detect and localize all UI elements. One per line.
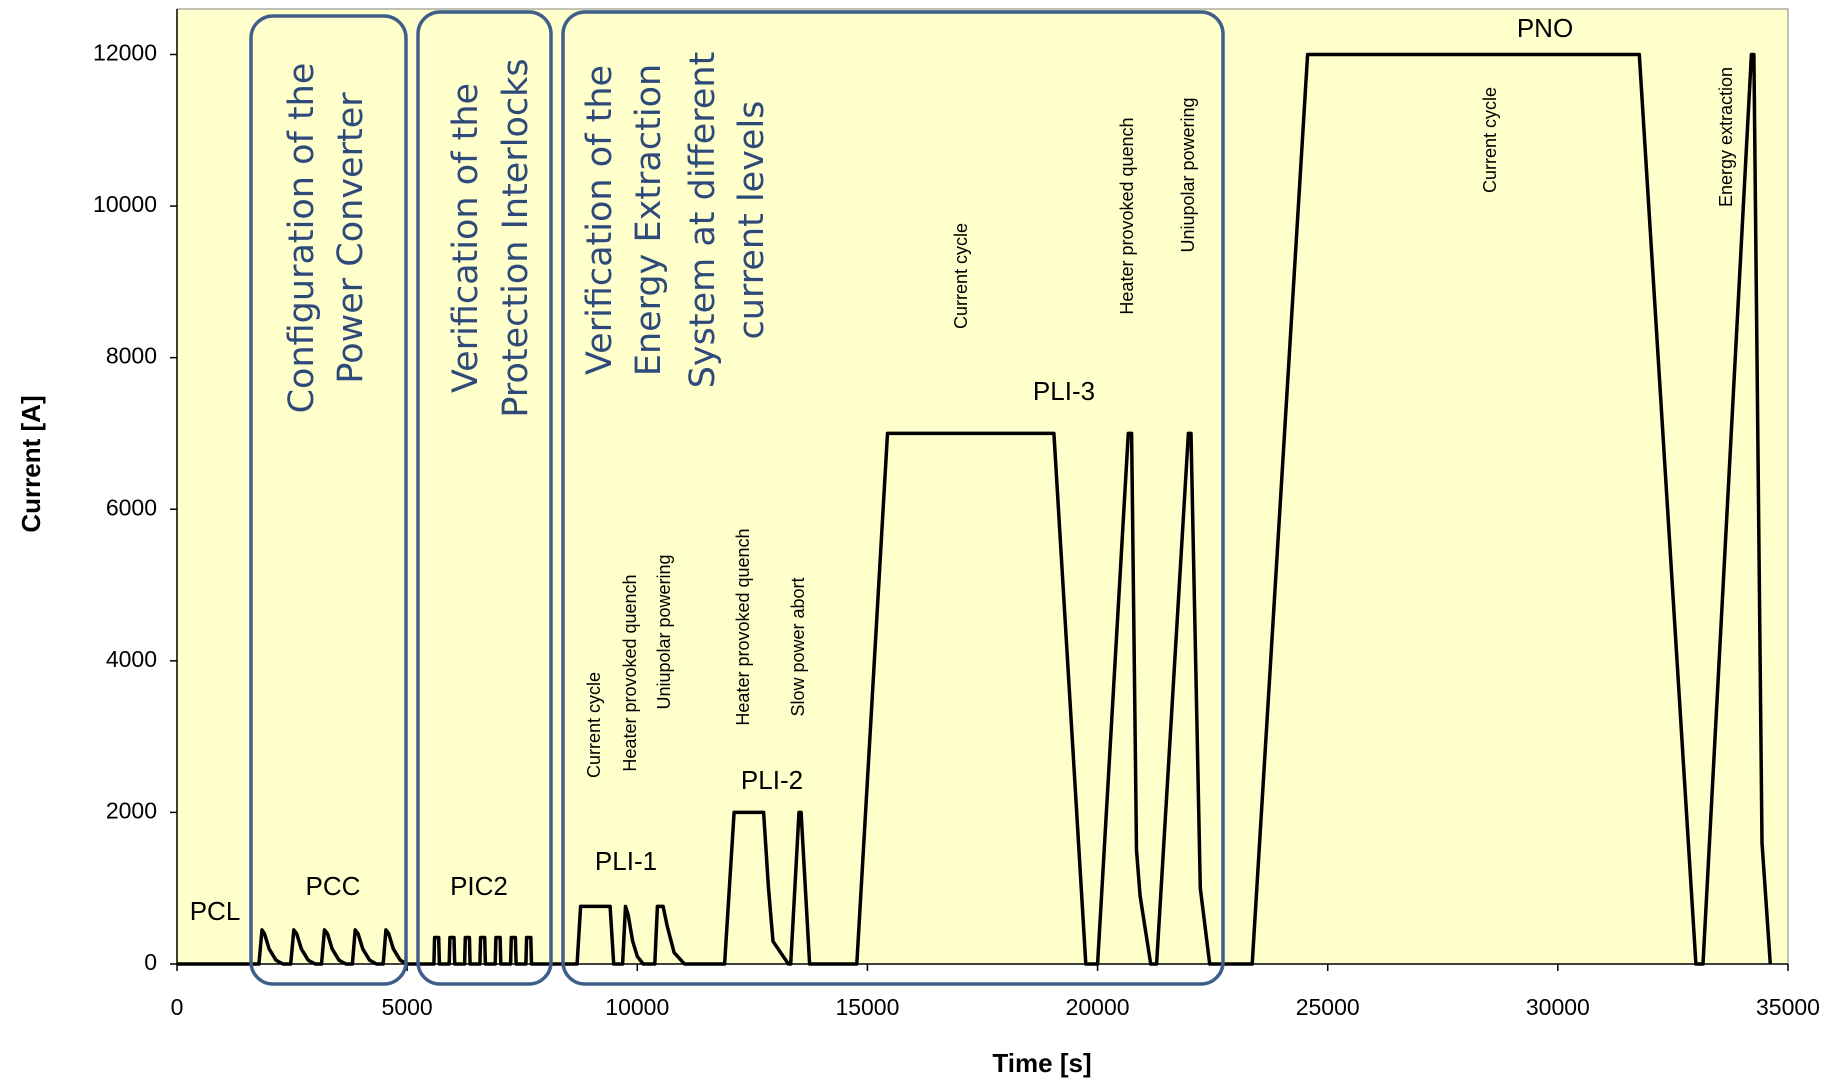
phase-label: PLI-2 — [741, 765, 803, 795]
phase-label: PNO — [1517, 13, 1573, 43]
box-text: Protection Interlocks — [496, 58, 536, 417]
step-label: Current cycle — [951, 223, 971, 329]
y-tick-label: 4000 — [106, 646, 157, 672]
x-tick-label: 10000 — [605, 994, 669, 1020]
current-line — [177, 52, 1773, 966]
y-tick-label: 8000 — [106, 343, 157, 369]
x-tick-label: 5000 — [382, 994, 433, 1020]
phase-label: PIC2 — [450, 871, 508, 901]
x-tick-label: 20000 — [1066, 994, 1130, 1020]
step-label: Current cycle — [1480, 87, 1500, 193]
step-label: Current cycle — [584, 672, 604, 778]
y-tick-label: 0 — [144, 949, 157, 975]
phase-box — [416, 10, 553, 986]
step-label: Slow power abort — [788, 577, 808, 716]
step-label: Uniupolar powering — [1178, 97, 1198, 252]
x-tick-label: 15000 — [835, 994, 899, 1020]
x-axis-title: Time [s] — [992, 1048, 1091, 1078]
step-label: Heater provoked quench — [733, 528, 753, 725]
step-label: Heater provoked quench — [1117, 117, 1137, 314]
box-text: Configuration of the — [282, 63, 322, 414]
y-tick-label: 2000 — [106, 797, 157, 823]
y-axis-title: Current [A] — [16, 395, 46, 532]
step-label: Heater provoked quench — [620, 574, 640, 771]
step-label: Uniupolar powering — [654, 554, 674, 709]
box-text: current levels — [732, 101, 772, 340]
y-tick-label: 6000 — [106, 494, 157, 520]
box-text: Power Converter — [331, 92, 371, 384]
box-text: Energy Extraction — [629, 64, 669, 376]
phase-label: PCL — [190, 896, 241, 926]
y-tick-label: 12000 — [93, 40, 157, 66]
phase-label: PLI-3 — [1033, 376, 1095, 406]
y-tick-label: 10000 — [93, 191, 157, 217]
box-text: Verification of the — [446, 83, 486, 393]
x-tick-label: 25000 — [1296, 994, 1360, 1020]
step-label: Energy extraction — [1716, 67, 1736, 207]
x-tick-label: 30000 — [1526, 994, 1590, 1020]
phase-box — [561, 10, 1225, 986]
phase-box — [249, 14, 408, 986]
plot-area — [176, 8, 1789, 965]
x-tick-label: 0 — [171, 994, 184, 1020]
box-text: Verification of the — [580, 65, 620, 375]
x-tick-label: 35000 — [1756, 994, 1820, 1020]
box-text: System at different — [683, 52, 723, 389]
phase-label: PCC — [306, 871, 361, 901]
phase-label: PLI-1 — [595, 846, 657, 876]
